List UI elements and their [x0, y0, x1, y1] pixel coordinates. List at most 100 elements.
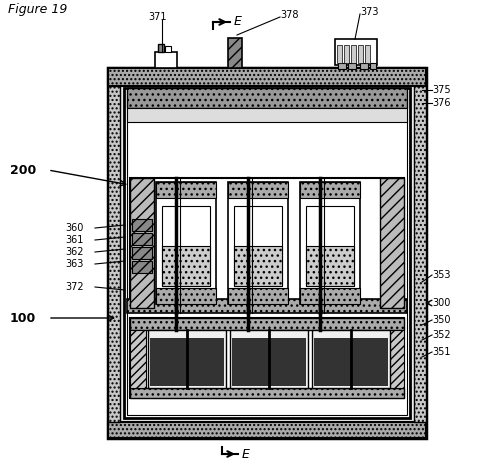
Bar — [150, 378, 224, 382]
Bar — [232, 362, 306, 366]
Bar — [165, 46, 171, 52]
Bar — [108, 68, 426, 86]
Bar — [113, 73, 421, 433]
Bar — [232, 346, 306, 350]
Bar — [232, 354, 306, 358]
Bar — [150, 370, 224, 374]
Bar — [228, 38, 242, 68]
Bar — [127, 91, 407, 415]
Text: 100: 100 — [10, 312, 36, 325]
Bar — [314, 374, 388, 378]
Bar — [370, 63, 376, 69]
Bar — [358, 45, 363, 63]
Bar — [314, 362, 388, 366]
Bar — [162, 206, 210, 286]
Text: 352: 352 — [432, 330, 451, 340]
Bar — [130, 330, 146, 388]
Text: E: E — [242, 447, 250, 460]
Bar — [232, 338, 306, 342]
Text: Figure 19: Figure 19 — [8, 4, 67, 16]
Bar — [306, 206, 354, 286]
Text: 375: 375 — [432, 85, 451, 95]
Bar — [158, 44, 164, 52]
Bar — [150, 358, 224, 362]
Bar — [380, 178, 404, 308]
Bar — [130, 318, 404, 330]
Bar — [228, 182, 288, 304]
Bar — [150, 350, 224, 354]
Bar — [360, 63, 368, 69]
Bar — [388, 330, 404, 388]
Bar — [156, 182, 216, 198]
Bar — [338, 63, 346, 69]
Bar — [108, 68, 426, 438]
Bar — [314, 382, 388, 386]
Bar — [314, 366, 388, 370]
Bar — [232, 366, 306, 370]
Bar — [335, 39, 377, 65]
Bar — [232, 370, 306, 374]
Bar — [130, 178, 404, 308]
Text: 351: 351 — [432, 347, 450, 357]
Bar — [314, 354, 388, 358]
Bar — [108, 422, 426, 438]
Bar — [414, 86, 426, 422]
Bar — [150, 354, 224, 358]
Bar — [127, 108, 407, 122]
Bar — [230, 330, 308, 388]
Text: 361: 361 — [65, 235, 83, 245]
Bar — [314, 338, 388, 342]
Bar — [365, 45, 370, 63]
Bar — [150, 374, 224, 378]
Bar — [150, 342, 224, 346]
Bar — [300, 182, 360, 304]
Text: 363: 363 — [65, 259, 83, 269]
Bar — [130, 318, 404, 398]
Text: 371: 371 — [148, 12, 167, 22]
Bar — [156, 288, 216, 304]
Bar — [108, 86, 120, 422]
Bar — [130, 178, 154, 308]
Bar — [312, 330, 390, 388]
Text: 353: 353 — [432, 270, 450, 280]
Text: 362: 362 — [65, 247, 83, 257]
Bar — [232, 374, 306, 378]
Bar — [306, 246, 354, 286]
Bar — [156, 182, 216, 304]
Bar — [234, 246, 282, 286]
Bar — [314, 378, 388, 382]
Bar — [150, 362, 224, 366]
Bar — [232, 350, 306, 354]
Bar — [314, 358, 388, 362]
Text: 373: 373 — [360, 7, 378, 17]
Bar — [132, 247, 152, 259]
Bar — [127, 299, 407, 313]
Text: 360: 360 — [65, 223, 83, 233]
Bar — [124, 88, 410, 418]
Bar — [228, 288, 288, 304]
Bar — [127, 88, 407, 108]
Text: 376: 376 — [432, 98, 450, 108]
Bar — [130, 388, 404, 398]
Bar — [150, 366, 224, 370]
Bar — [337, 45, 342, 63]
Bar — [344, 45, 349, 63]
Bar — [150, 382, 224, 386]
Bar — [234, 206, 282, 286]
Bar — [228, 182, 288, 198]
Bar — [232, 358, 306, 362]
Bar — [155, 52, 177, 68]
Bar — [132, 219, 152, 231]
Bar — [132, 261, 152, 273]
Bar — [232, 382, 306, 386]
Bar — [314, 350, 388, 354]
Text: 350: 350 — [432, 315, 450, 325]
Bar — [314, 342, 388, 346]
Bar — [132, 233, 152, 245]
Bar — [314, 370, 388, 374]
Text: 378: 378 — [280, 10, 299, 20]
Bar — [300, 288, 360, 304]
Text: 300: 300 — [432, 298, 450, 308]
Text: 200: 200 — [10, 164, 36, 177]
Bar — [314, 346, 388, 350]
